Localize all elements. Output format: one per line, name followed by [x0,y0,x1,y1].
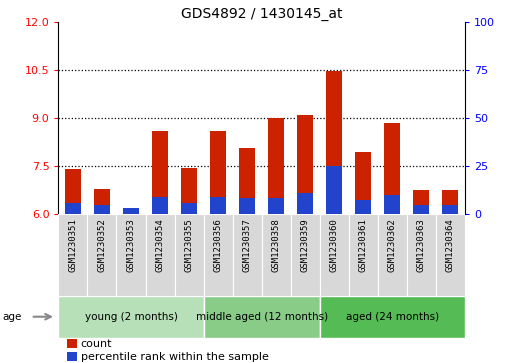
Bar [210,131,226,214]
Bar [268,198,284,214]
Bar [384,123,400,214]
Text: GSM1230361: GSM1230361 [359,218,368,272]
Bar [94,205,110,214]
Text: age: age [3,312,22,322]
Bar [414,190,429,214]
Text: GSM1230359: GSM1230359 [301,218,310,272]
Text: GSM1230362: GSM1230362 [388,218,397,272]
Text: young (2 months): young (2 months) [84,312,177,322]
Text: GSM1230358: GSM1230358 [272,218,280,272]
Bar [58,296,204,338]
Bar [297,193,313,214]
Text: GSM1230364: GSM1230364 [446,218,455,272]
Text: GSM1230355: GSM1230355 [184,218,194,272]
Bar [407,214,436,296]
Bar [320,214,348,296]
Bar [94,188,110,214]
Bar [175,214,204,296]
Bar [152,131,168,214]
Bar [262,214,291,296]
Bar [436,214,465,296]
Bar [326,70,342,214]
Bar [320,296,465,338]
Bar [204,214,233,296]
Bar [152,196,168,214]
Bar [181,203,197,214]
Bar [116,214,145,296]
Text: GSM1230352: GSM1230352 [98,218,107,272]
Bar [355,200,371,214]
Bar [67,352,77,361]
Bar [355,152,371,214]
Bar [378,214,407,296]
Text: count: count [81,339,112,349]
Bar [297,115,313,214]
Bar [442,190,458,214]
Bar [348,214,378,296]
Bar [145,214,175,296]
Bar [414,205,429,214]
Bar [210,196,226,214]
Bar [233,214,262,296]
Bar [67,339,77,348]
Bar [181,168,197,214]
Text: GSM1230351: GSM1230351 [69,218,77,272]
Text: GSM1230363: GSM1230363 [417,218,426,272]
Bar [65,203,81,214]
Bar [58,214,87,296]
Text: GSM1230357: GSM1230357 [243,218,251,272]
Bar [239,148,255,214]
Bar [291,214,320,296]
Bar [326,166,342,214]
Bar [268,118,284,214]
Text: percentile rank within the sample: percentile rank within the sample [81,352,269,362]
Bar [384,195,400,214]
Bar [204,296,320,338]
Text: middle aged (12 months): middle aged (12 months) [196,312,328,322]
Bar [442,205,458,214]
Text: GSM1230353: GSM1230353 [126,218,136,272]
Text: GSM1230356: GSM1230356 [213,218,223,272]
Bar [239,198,255,214]
Bar [123,208,139,214]
Text: GSM1230360: GSM1230360 [330,218,339,272]
Bar [123,209,139,214]
Text: aged (24 months): aged (24 months) [345,312,439,322]
Title: GDS4892 / 1430145_at: GDS4892 / 1430145_at [181,7,342,21]
Text: GSM1230354: GSM1230354 [155,218,165,272]
Bar [65,169,81,214]
Bar [87,214,116,296]
